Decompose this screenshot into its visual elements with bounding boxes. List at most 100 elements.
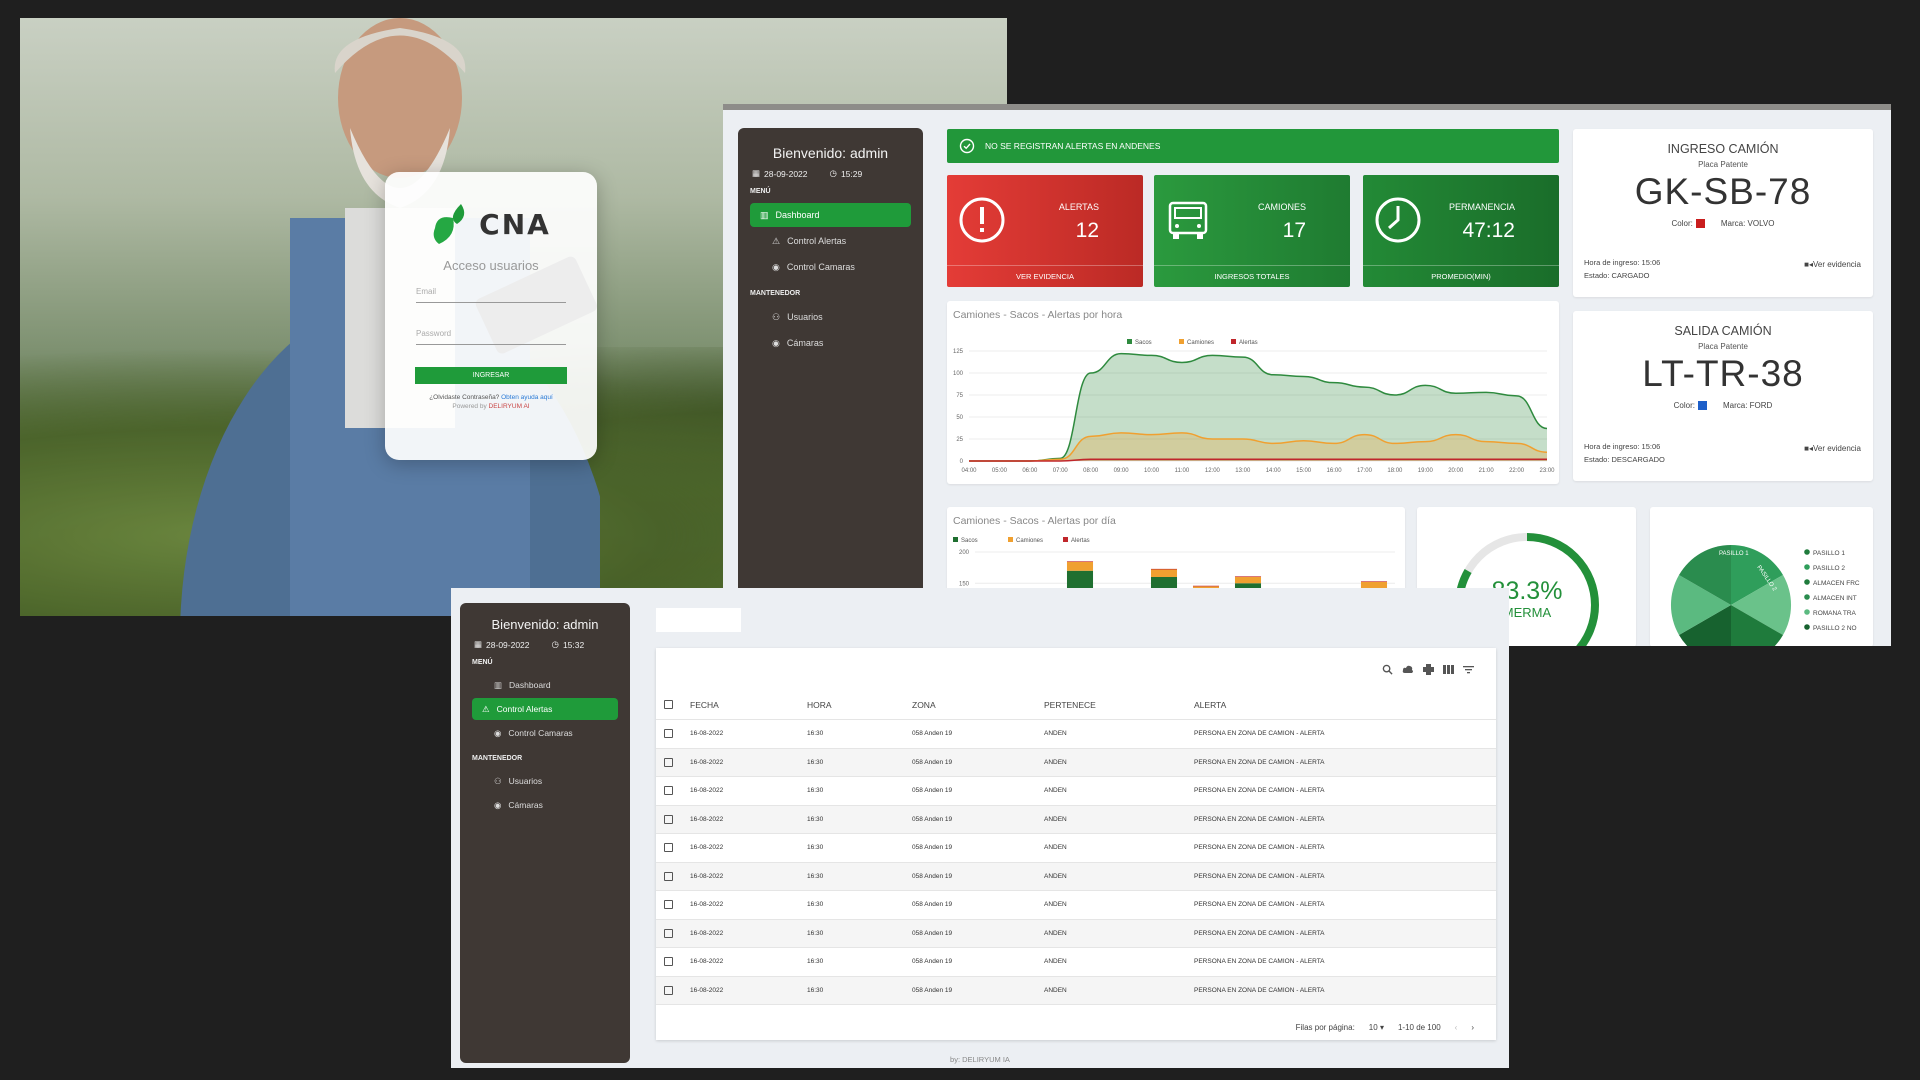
legend-label: Sacos: [961, 538, 978, 544]
series-line-sacos: [969, 352, 1548, 462]
sidebar-item-usuarios[interactable]: ⚇ Usuarios: [750, 305, 911, 329]
email-field[interactable]: Email: [416, 287, 566, 303]
truck-brand: Marca: FORD: [1723, 401, 1773, 410]
column-header-pertenece[interactable]: PERTENECE: [1044, 699, 1096, 710]
sidebar-item-label: Usuarios: [787, 312, 823, 322]
salida-camion-card: SALIDA CAMIÓN Placa Patente LT-TR-38 Col…: [1573, 311, 1873, 481]
sidebar-item-control-camaras[interactable]: ◉ Control Camaras: [472, 722, 618, 744]
cell-pertenece: ANDEN: [1044, 986, 1067, 994]
row-checkbox[interactable]: [664, 757, 673, 767]
select-all-checkbox[interactable]: [664, 700, 673, 709]
sidebar-item-usuarios[interactable]: ⚇ Usuarios: [472, 770, 618, 792]
sidebar-item-dashboard[interactable]: ▥ Dashboard: [472, 674, 618, 696]
y-tick-label: 25: [956, 437, 963, 443]
table-row[interactable]: 16-08-2022 16:30 058 Anden 19 ANDEN PERSONA …: [656, 891, 1496, 920]
pagination: Filas por página: 10 ▾ 1-10 de 100 ‹ ›: [1296, 1023, 1474, 1032]
pie-slice: [1731, 605, 1783, 646]
y-tick-label: 150: [959, 581, 970, 587]
row-checkbox[interactable]: [664, 928, 673, 938]
table-row[interactable]: 16-08-2022 16:30 058 Anden 19 ANDEN PERSONA …: [656, 834, 1496, 863]
legend-label: Camiones: [1016, 538, 1043, 544]
login-button[interactable]: INGRESAR: [415, 367, 567, 384]
ver-evidencia-button[interactable]: ■◂Ver evidencia: [1804, 444, 1861, 453]
row-checkbox[interactable]: [664, 814, 673, 824]
users-icon: ⚇: [772, 311, 781, 322]
legend-swatch: [1008, 537, 1013, 542]
sidebar-item-camaras[interactable]: ◉ Cámaras: [750, 331, 911, 355]
column-header-hora[interactable]: HORA: [807, 699, 832, 710]
sidebar-item-control-alertas[interactable]: ⚠ Control Alertas: [472, 698, 618, 720]
row-checkbox[interactable]: [664, 985, 673, 995]
row-checkbox[interactable]: [664, 871, 673, 881]
columns-icon[interactable]: [1443, 664, 1454, 675]
table-row[interactable]: 16-08-2022 16:30 058 Anden 19 ANDEN PERSONA …: [656, 720, 1496, 749]
sidebar-item-dashboard[interactable]: ▥ Dashboard: [750, 203, 911, 227]
prev-page-icon[interactable]: ‹: [1454, 1023, 1458, 1032]
date: ▦ 28-09-2022: [752, 168, 808, 179]
sidebar-item-label: Control Camaras: [508, 728, 573, 738]
table-row[interactable]: 16-08-2022 16:30 058 Anden 19 ANDEN PERSONA …: [656, 862, 1496, 891]
ver-evidencia-button[interactable]: ■◂Ver evidencia: [1804, 260, 1861, 269]
y-tick-label: 50: [956, 415, 963, 421]
brand-name: CNA: [479, 207, 551, 241]
cell-fecha: 16-08-2022: [690, 986, 724, 994]
cell-fecha: 16-08-2022: [690, 844, 724, 852]
table-row[interactable]: 16-08-2022 16:30 058 Anden 19 ANDEN PERSONA …: [656, 805, 1496, 834]
x-tick-label: 10:00: [1144, 468, 1160, 474]
sidebar-item-label: Control Alertas: [496, 704, 553, 714]
next-page-icon[interactable]: ›: [1471, 1023, 1474, 1032]
rows-per-page-select[interactable]: 10 ▾: [1369, 1023, 1384, 1032]
cloud-download-icon[interactable]: [1402, 664, 1414, 675]
row-checkbox[interactable]: [664, 843, 673, 853]
merma-label: MERMA: [1503, 605, 1552, 620]
column-header-zona[interactable]: ZONA: [912, 699, 936, 710]
sidebar-item-control-alertas[interactable]: ⚠ Control Alertas: [750, 229, 911, 253]
row-checkbox[interactable]: [664, 729, 673, 739]
time: ◷ 15:29: [830, 168, 863, 179]
ver-evidencia-link[interactable]: VER EVIDENCIA: [947, 265, 1143, 287]
table-row[interactable]: 16-08-2022 16:30 058 Anden 19 ANDEN PERSONA …: [656, 948, 1496, 977]
clock-icon: ◷: [551, 639, 559, 649]
chart-title: Camiones - Sacos - Alertas por día: [953, 515, 1116, 527]
filter-icon[interactable]: [1463, 664, 1474, 675]
cna-logo: CNA: [385, 202, 597, 246]
zones-pie-card: PASILLO 1 PASILLO 2 PASILLO 1 PASILLO 2 AL…: [1650, 507, 1873, 646]
row-checkbox[interactable]: [664, 957, 673, 967]
bar-alertas: [1192, 585, 1220, 587]
table-row[interactable]: 16-08-2022 16:30 058 Anden 19 ANDEN PERSONA …: [656, 777, 1496, 806]
cell-hora: 16:30: [807, 730, 824, 738]
column-header-alerta[interactable]: ALERTA: [1194, 699, 1227, 710]
cell-zona: 058 Anden 19: [912, 730, 953, 738]
sidebar: Bienvenido: admin ▦ 28-09-2022 ◷ 15:29 MEN…: [738, 128, 923, 630]
legend-dot: [1804, 594, 1810, 600]
cell-zona: 058 Anden 19: [912, 844, 953, 852]
license-plate: LT-TR-38: [1642, 353, 1804, 394]
hora-ingreso: Hora de ingreso: 15:06: [1584, 258, 1661, 267]
search-icon[interactable]: [1382, 664, 1393, 675]
table-row[interactable]: 16-08-2022 16:30 058 Anden 19 ANDEN PERSONA …: [656, 919, 1496, 948]
cell-zona: 058 Anden 19: [912, 986, 953, 994]
sidebar-item-camaras[interactable]: ◉ Cámaras: [472, 794, 618, 816]
x-tick-label: 21:00: [1479, 468, 1495, 474]
pie-slice: [1670, 575, 1731, 635]
table-row[interactable]: 16-08-2022 16:30 058 Anden 19 ANDEN PERSONA …: [656, 748, 1496, 777]
cell-alerta: PERSONA EN ZONA DE CAMION - ALERTA: [1194, 844, 1325, 852]
kpi-value: 12: [1075, 219, 1099, 242]
x-tick-label: 04:00: [961, 468, 977, 474]
row-checkbox[interactable]: [664, 786, 673, 796]
kpi-footer: INGRESOS TOTALES: [1154, 265, 1350, 287]
cell-pertenece: ANDEN: [1044, 787, 1067, 795]
sidebar-item-control-camaras[interactable]: ◉ Control Camaras: [750, 255, 911, 279]
table-row[interactable]: 16-08-2022 16:30 058 Anden 19 ANDEN PERSONA …: [656, 976, 1496, 1005]
x-tick-label: 17:00: [1357, 468, 1373, 474]
legend-label: PASILLO 2: [1813, 565, 1845, 572]
password-field[interactable]: Password: [416, 329, 566, 345]
print-icon[interactable]: [1423, 664, 1434, 675]
forgot-link[interactable]: Obten ayuda aquí: [501, 394, 553, 401]
bar-camiones: [1066, 562, 1094, 571]
column-header-fecha[interactable]: FECHA: [690, 699, 719, 710]
row-checkbox[interactable]: [664, 900, 673, 910]
banner-text: NO SE REGISTRAN ALERTAS EN ANDENES: [985, 141, 1161, 151]
legend-swatch: [1063, 537, 1068, 542]
sidebar: Bienvenido: admin ▦ 28-09-2022 ◷ 15:32 MEN…: [460, 603, 630, 1063]
